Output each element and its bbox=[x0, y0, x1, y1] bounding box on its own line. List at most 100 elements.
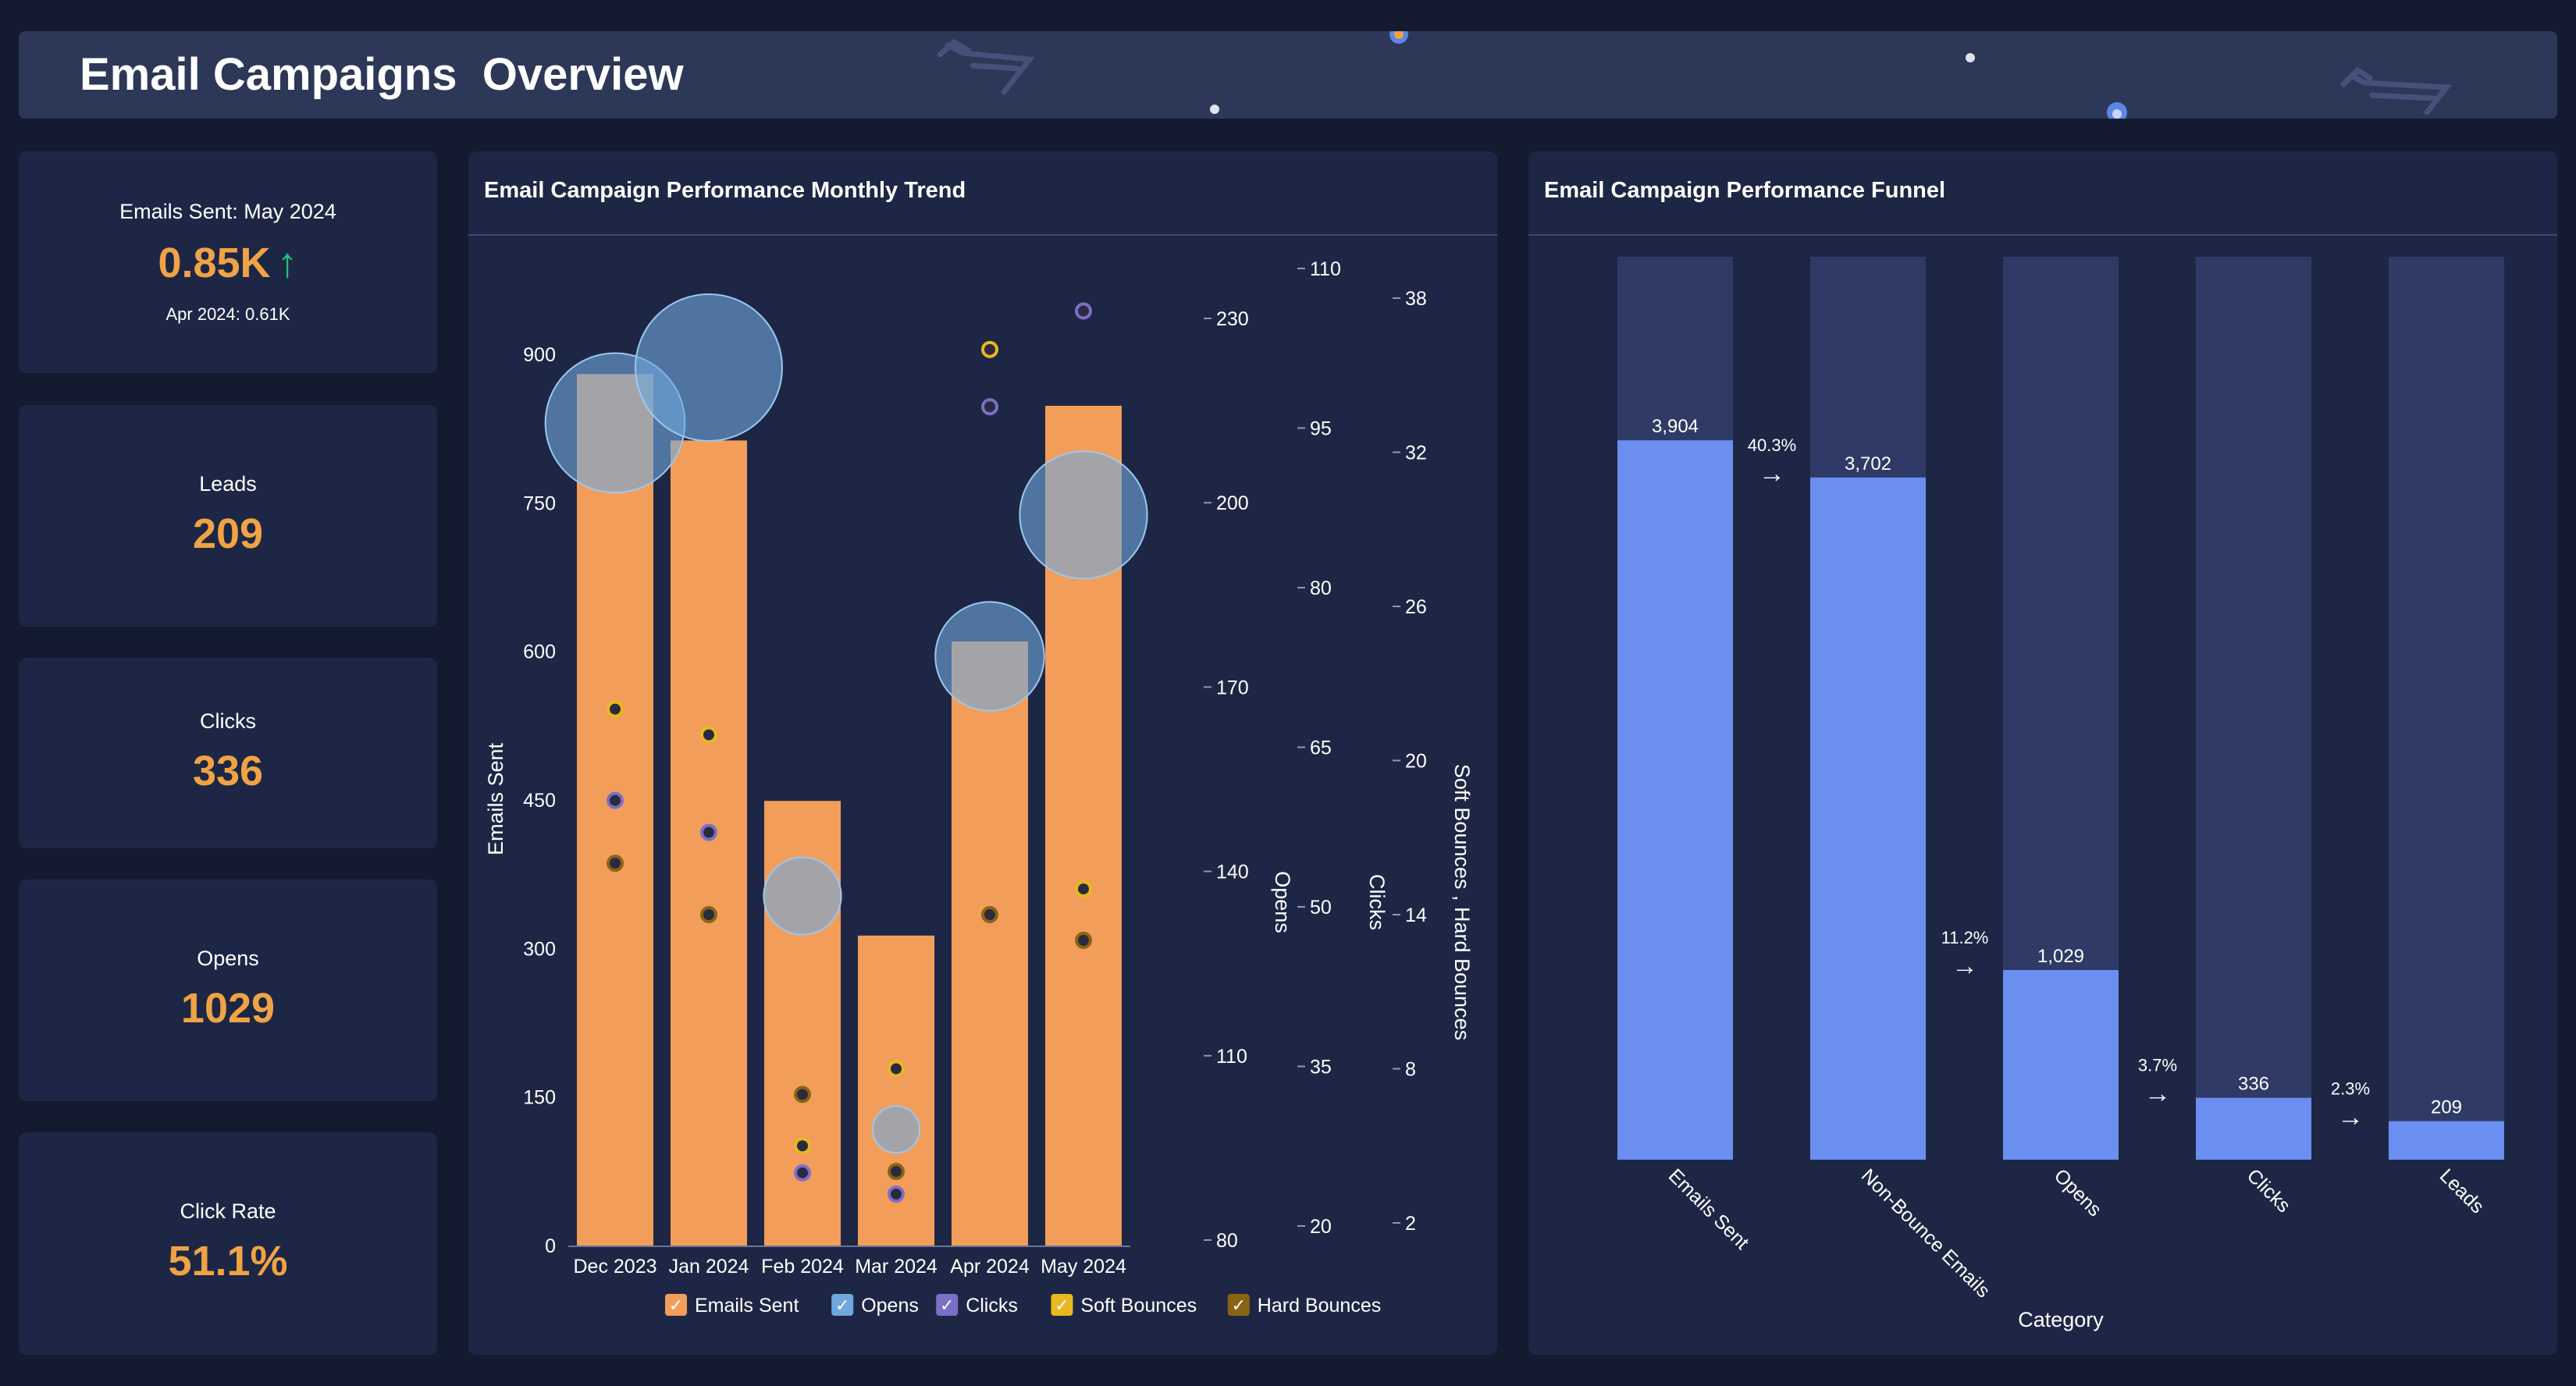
y-tick-label: 750 bbox=[523, 492, 556, 514]
x-tick-label: Mar 2024 bbox=[855, 1256, 938, 1278]
marker-clicks-ring bbox=[1075, 302, 1092, 320]
kpi-label: Clicks bbox=[200, 709, 256, 733]
marker-soft-bounces-ring bbox=[700, 726, 717, 744]
x-tick-label: Jan 2024 bbox=[669, 1256, 749, 1278]
legend-item[interactable]: ✓ Opens bbox=[831, 1294, 919, 1317]
bar-emails-sent bbox=[577, 374, 653, 1246]
y-tick-label: 900 bbox=[523, 344, 556, 366]
legend-checkbox[interactable] bbox=[1051, 1294, 1073, 1316]
marker-hard-bounces bbox=[607, 855, 624, 872]
marker-clicks bbox=[981, 398, 998, 416]
marker-clicks-ring bbox=[981, 398, 998, 416]
legend-label: Hard Bounces bbox=[1258, 1295, 1381, 1317]
kpi-card-click-rate: Click Rate 51.1% bbox=[19, 1132, 437, 1355]
conversion-rate-label: 2.3% bbox=[2331, 1079, 2370, 1099]
y-tick-label: 8 bbox=[1405, 1059, 1416, 1081]
marker-hard-bounces bbox=[1075, 931, 1092, 949]
kpi-label: Leads bbox=[199, 472, 257, 496]
legend-item[interactable]: ✓ Clicks bbox=[936, 1294, 1018, 1317]
arrow-right-icon: → bbox=[2144, 1079, 2171, 1109]
kpi-value: 336 bbox=[192, 748, 264, 794]
trend-up-icon: ↑ bbox=[276, 240, 298, 286]
y-tick-label: 38 bbox=[1405, 288, 1427, 310]
y-tick-label: 110 bbox=[1216, 1046, 1247, 1068]
marker-clicks-ring bbox=[607, 791, 624, 809]
kpi-label: Click Rate bbox=[180, 1199, 276, 1223]
conversion-rate-label: 40.3% bbox=[1748, 435, 1796, 455]
y-tick-label: 170 bbox=[1216, 677, 1249, 698]
funnel-track bbox=[2196, 257, 2311, 1160]
legend-item[interactable]: ✓ Hard Bounces bbox=[1227, 1294, 1381, 1317]
y-axis-label: Opens bbox=[1271, 871, 1294, 933]
funnel-track bbox=[2389, 257, 2504, 1160]
funnel-value-label: 1,029 bbox=[2037, 946, 2084, 967]
y-tick-label: 32 bbox=[1405, 442, 1427, 464]
legend-checkbox[interactable] bbox=[665, 1294, 687, 1316]
legend-item[interactable]: ✓ Soft Bounces bbox=[1051, 1294, 1197, 1317]
x-tick-label: Emails Sent bbox=[1664, 1164, 1753, 1253]
panel-title: Email Campaign Performance Funnel bbox=[1544, 178, 1946, 203]
y-tick-label: 600 bbox=[523, 641, 556, 663]
bar-emails-sent bbox=[671, 440, 747, 1246]
legend-item[interactable]: ✓ Emails Sent bbox=[665, 1294, 799, 1317]
marker-soft-bounces bbox=[700, 726, 717, 744]
marker-hard-bounces bbox=[981, 906, 998, 923]
bubble-opens bbox=[934, 601, 1045, 712]
y-axis-label: Clicks bbox=[1365, 874, 1389, 930]
legend-checkbox[interactable] bbox=[1227, 1294, 1250, 1316]
x-tick-label: Dec 2023 bbox=[573, 1256, 656, 1278]
x-tick-label: Leads bbox=[2435, 1164, 2489, 1217]
marker-soft-bounces bbox=[981, 340, 998, 358]
marker-soft-bounces bbox=[607, 700, 624, 718]
kpi-value-row: 0.85K ↑ bbox=[19, 239, 437, 287]
y-axis-label: Emails Sent bbox=[484, 742, 507, 855]
kpi-value: 209 bbox=[192, 510, 264, 557]
kpi-card-clicks: Clicks 336 bbox=[19, 658, 437, 848]
y-axis-label: Soft Bounces , Hard Bounces bbox=[1450, 764, 1474, 1040]
legend-label: Opens bbox=[861, 1295, 919, 1317]
marker-hard-bounces bbox=[888, 1163, 905, 1181]
y-tick-label: 80 bbox=[1310, 578, 1332, 599]
panel-title: Email Campaign Performance Monthly Trend bbox=[484, 178, 966, 203]
marker-soft-bounces-ring bbox=[981, 340, 998, 358]
monthly-trend-panel: Email Campaign Performance Monthly Trend… bbox=[468, 151, 1497, 1355]
y-tick-label: 2 bbox=[1405, 1213, 1416, 1235]
legend-checkbox[interactable] bbox=[831, 1294, 854, 1316]
legend-label: Soft Bounces bbox=[1080, 1295, 1197, 1317]
funnel-bar bbox=[1617, 440, 1733, 1160]
y-tick-label: 80 bbox=[1216, 1230, 1238, 1252]
kpi-value: 1029 bbox=[180, 985, 276, 1032]
funnel-bar bbox=[1810, 477, 1926, 1160]
marker-clicks-ring bbox=[700, 823, 717, 841]
x-tick-label: May 2024 bbox=[1041, 1256, 1126, 1278]
decor-dot bbox=[1210, 105, 1219, 114]
checkmark-icon: ✓ bbox=[940, 1295, 954, 1315]
kpi-value: 0.85K bbox=[158, 240, 271, 286]
y-tick-label: 95 bbox=[1310, 418, 1332, 440]
bubble-opens bbox=[635, 293, 783, 442]
checkmark-icon: ✓ bbox=[1055, 1295, 1069, 1315]
x-tick-label: Opens bbox=[2050, 1164, 2106, 1221]
marker-hard-bounces bbox=[794, 1086, 811, 1103]
kpi-label: Opens bbox=[197, 947, 259, 970]
x-tick-label: Apr 2024 bbox=[950, 1256, 1030, 1278]
bar-emails-sent bbox=[952, 641, 1028, 1246]
y-tick-label: 200 bbox=[1216, 492, 1249, 514]
y-tick-label: 65 bbox=[1310, 737, 1332, 759]
x-tick-label: Non-Bounce Emails bbox=[1857, 1164, 1994, 1302]
decor-dot bbox=[1394, 31, 1404, 39]
header-decoration bbox=[937, 31, 2452, 119]
marker-soft-bounces bbox=[888, 1060, 905, 1078]
legend-checkbox[interactable] bbox=[936, 1294, 959, 1316]
y-tick-label: 0 bbox=[545, 1235, 556, 1257]
shopping-cart-icon bbox=[2340, 66, 2452, 116]
y-tick-label: 140 bbox=[1216, 862, 1249, 883]
kpi-card-opens: Opens 1029 bbox=[19, 880, 437, 1101]
decor-dot bbox=[1966, 53, 1975, 62]
conversion-rate-label: 11.2% bbox=[1941, 928, 1989, 947]
funnel-bar bbox=[2003, 970, 2119, 1160]
y-tick-label: 50 bbox=[1310, 897, 1332, 919]
marker-clicks-ring bbox=[888, 1185, 905, 1203]
y-tick-label: 20 bbox=[1310, 1216, 1332, 1238]
marker-soft-bounces-ring bbox=[888, 1060, 905, 1078]
